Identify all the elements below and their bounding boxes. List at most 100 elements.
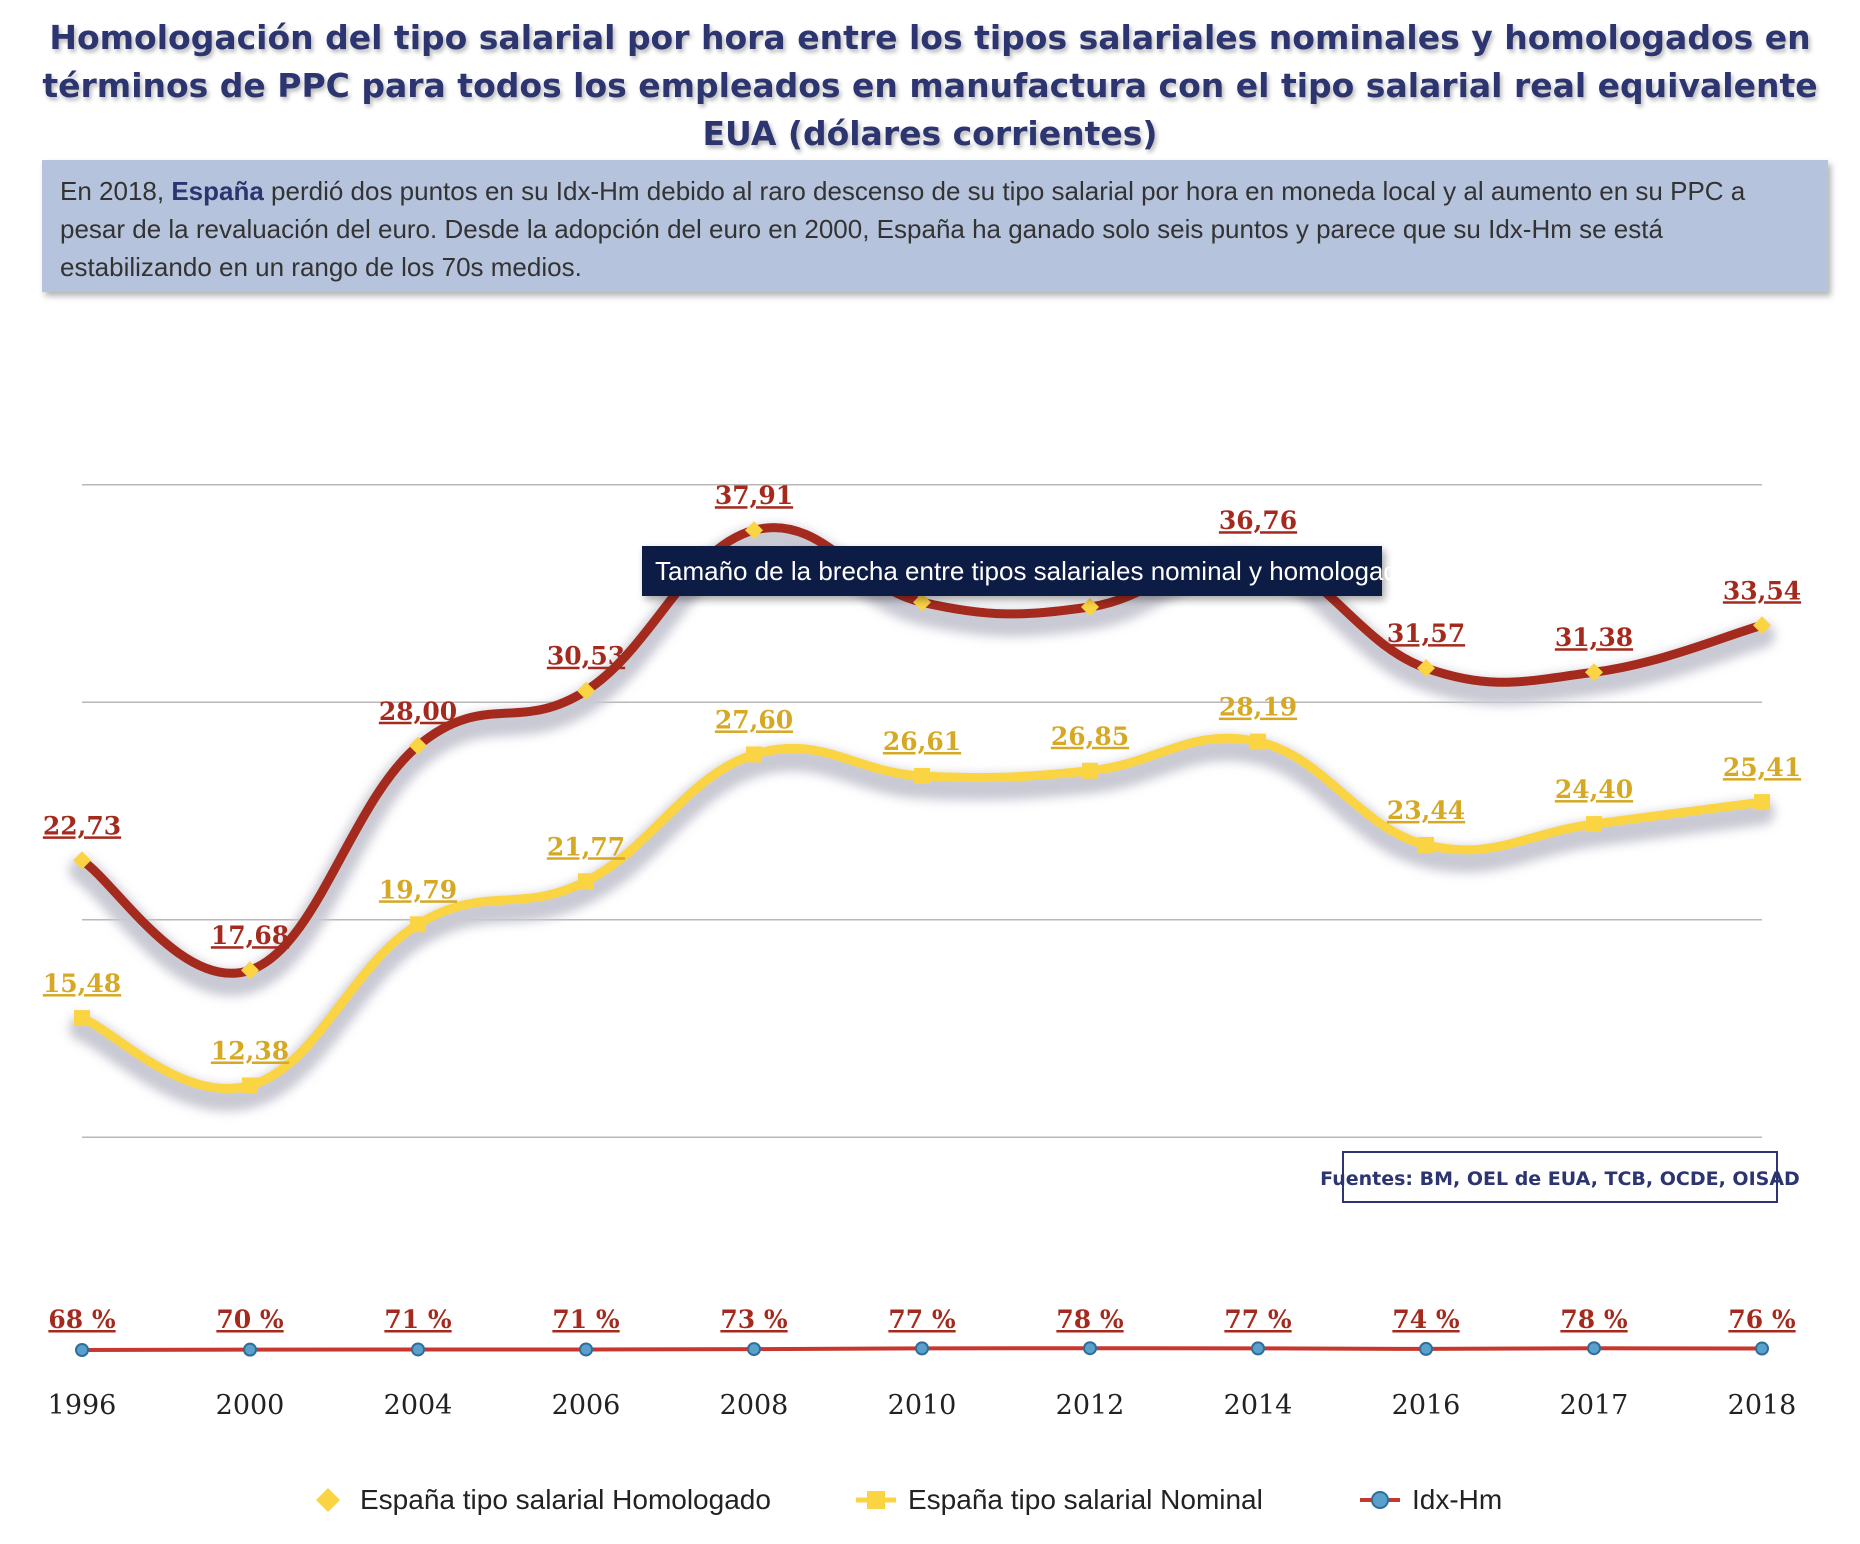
marker-homologado-2010	[913, 593, 931, 612]
x-tick-2018: 2018	[1728, 1390, 1797, 1421]
marker-nominal-2004	[410, 916, 426, 933]
label-nominal-1996: 15,48	[43, 969, 121, 998]
marker-homologado-2018	[1753, 616, 1771, 635]
label-homologado-2017: 31,38	[1555, 623, 1633, 652]
label-idx-2017: 78 %	[1560, 1305, 1627, 1334]
legend: España tipo salarial Homologado España t…	[0, 1484, 1860, 1534]
marker-nominal-2014	[1250, 733, 1266, 750]
marker-idx-2000	[243, 1342, 257, 1357]
legend-item-idx[interactable]: Idx-Hm	[1360, 1484, 1502, 1516]
label-idx-2010: 77 %	[888, 1305, 955, 1334]
marker-idx-2014	[1251, 1341, 1265, 1356]
series-shadow-0	[69, 524, 1775, 996]
x-tick-2004: 2004	[384, 1390, 453, 1421]
label-nominal-2012: 26,85	[1051, 722, 1129, 751]
marker-idx-2018	[1755, 1341, 1769, 1356]
label-idx-2012: 78 %	[1056, 1305, 1123, 1334]
label-homologado-1996: 22,73	[43, 811, 121, 840]
label-homologado-2016: 31,57	[1387, 619, 1465, 648]
marker-idx-2008	[747, 1342, 761, 1357]
marker-homologado-2017	[1585, 663, 1603, 682]
circle-marker-icon	[1360, 1491, 1400, 1509]
x-tick-2014: 2014	[1224, 1390, 1293, 1421]
marker-idx-1996	[75, 1343, 89, 1357]
summary-country: España	[171, 176, 264, 206]
label-homologado-2014: 36,76	[1219, 506, 1297, 535]
label-homologado-2018: 33,54	[1723, 576, 1801, 605]
label-nominal-2004: 19,79	[379, 875, 457, 904]
line-chart: 22,7317,6828,0030,5337,9134,6034,3836,76…	[43, 481, 1801, 1421]
x-tick-2008: 2008	[720, 1390, 789, 1421]
marker-nominal-2008	[746, 746, 762, 763]
summary-box: En 2018, España perdió dos puntos en su …	[42, 160, 1828, 292]
x-tick-2012: 2012	[1056, 1390, 1125, 1421]
legend-label-homologado: España tipo salarial Homologado	[360, 1484, 771, 1515]
marker-homologado-1996	[73, 851, 91, 870]
legend-item-homologado[interactable]: España tipo salarial Homologado	[308, 1484, 771, 1516]
marker-homologado-2004	[409, 736, 427, 755]
label-nominal-2008: 27,60	[715, 705, 793, 734]
label-idx-2000: 70 %	[216, 1305, 283, 1334]
marker-nominal-1996	[74, 1010, 90, 1027]
marker-idx-2004	[411, 1342, 425, 1357]
legend-label-nominal: España tipo salarial Nominal	[908, 1484, 1263, 1515]
marker-idx-2006	[579, 1342, 593, 1357]
sources-text: Fuentes: BM, OEL de EUA, TCB, OCDE, OISA…	[1320, 1168, 1800, 1190]
marker-nominal-2000	[242, 1077, 258, 1094]
marker-homologado-2006	[577, 681, 595, 700]
diamond-marker-icon	[308, 1488, 348, 1512]
x-tick-2006: 2006	[552, 1390, 621, 1421]
label-idx-2008: 73 %	[720, 1305, 787, 1334]
label-nominal-2006: 21,77	[547, 832, 625, 861]
label-nominal-2014: 28,19	[1219, 693, 1297, 722]
chart-title: Homologación del tipo salarial por hora …	[42, 18, 1818, 153]
label-nominal-2010: 26,61	[883, 727, 961, 756]
marker-homologado-2008	[745, 521, 763, 540]
marker-nominal-2006	[578, 873, 594, 890]
marker-homologado-2016	[1417, 659, 1435, 678]
marker-homologado-2000	[241, 961, 259, 980]
legend-label-idx: Idx-Hm	[1412, 1484, 1503, 1515]
sources-box: Fuentes: BM, OEL de EUA, TCB, OCDE, OISA…	[1320, 1151, 1800, 1203]
marker-homologado-2012	[1081, 597, 1099, 616]
label-idx-2018: 76 %	[1728, 1305, 1795, 1334]
label-idx-1996: 68 %	[48, 1305, 115, 1334]
series-shadow-1	[69, 735, 1775, 1112]
legend-item-nominal[interactable]: España tipo salarial Nominal	[856, 1484, 1263, 1516]
label-homologado-2008: 37,91	[715, 481, 793, 510]
label-nominal-2017: 24,40	[1555, 775, 1633, 804]
label-homologado-2004: 28,00	[379, 697, 457, 726]
summary-text: perdió dos puntos en su Idx-Hm debido al…	[60, 176, 1746, 282]
label-idx-2004: 71 %	[384, 1305, 451, 1334]
label-idx-2014: 77 %	[1224, 1305, 1291, 1334]
label-idx-2016: 74 %	[1392, 1305, 1459, 1334]
label-homologado-2006: 30,53	[547, 642, 625, 671]
x-tick-1996: 1996	[48, 1390, 117, 1421]
x-tick-2000: 2000	[216, 1390, 285, 1421]
summary-prefix: En 2018,	[60, 176, 172, 206]
line-shadows	[69, 524, 1775, 1112]
marker-idx-2012	[1083, 1341, 1097, 1356]
series-line-nominal	[77, 733, 1767, 1093]
marker-idx-2016	[1419, 1341, 1433, 1356]
marker-nominal-2010	[914, 767, 930, 784]
square-marker-icon	[856, 1491, 896, 1509]
label-idx-2006: 71 %	[552, 1305, 619, 1334]
label-homologado-2000: 17,68	[211, 921, 289, 950]
marker-nominal-2018	[1754, 794, 1770, 811]
label-nominal-2000: 12,38	[211, 1036, 289, 1065]
label-nominal-2016: 23,44	[1387, 796, 1465, 825]
sources-background	[1342, 1151, 1778, 1203]
marker-nominal-2016	[1418, 836, 1434, 853]
marker-idx-2010	[915, 1341, 929, 1356]
x-tick-2010: 2010	[888, 1390, 957, 1421]
label-nominal-2018: 25,41	[1723, 753, 1801, 782]
x-tick-2016: 2016	[1392, 1390, 1461, 1421]
marker-idx-2017	[1587, 1341, 1601, 1356]
marker-nominal-2012	[1082, 762, 1098, 779]
gap-label-background	[642, 546, 1382, 596]
series-lines	[73, 521, 1771, 1357]
gap-label: Tamaño de la brecha entre tipos salarial…	[655, 556, 1412, 586]
marker-nominal-2017	[1586, 816, 1602, 833]
gap-label-box	[642, 546, 1382, 596]
